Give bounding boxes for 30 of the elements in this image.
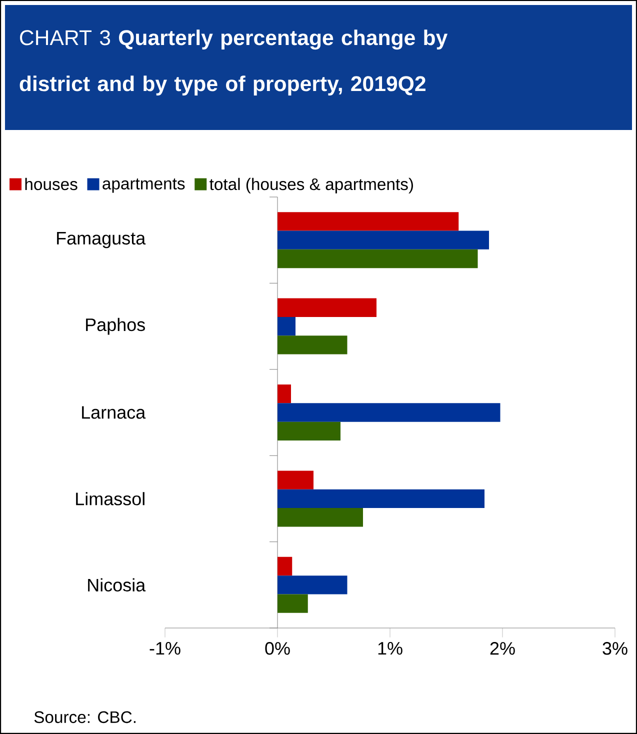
chart-title: CHART 3 Quarterly percentage change by district and by type of property, 2019Q2 xyxy=(20,30,448,96)
y-tick-label: Larnaca xyxy=(82,406,146,419)
bar xyxy=(277,249,478,268)
bar xyxy=(277,403,500,422)
source-note: Source: CBC. xyxy=(34,711,136,724)
y-tick-label: Nicosia xyxy=(88,578,146,592)
x-tick-label: 1% xyxy=(378,642,402,655)
legend-label: total (houses & apartments) xyxy=(210,178,413,194)
legend-label: houses xyxy=(25,178,78,190)
bar xyxy=(277,336,348,354)
x-tick-label: -1% xyxy=(150,642,180,655)
y-tick-label: Paphos xyxy=(86,318,145,335)
legend-label: apartments xyxy=(102,178,185,193)
x-tick-label: 0% xyxy=(265,642,290,655)
bar xyxy=(277,470,314,490)
bar xyxy=(277,422,340,440)
x-tick-label: 3% xyxy=(602,642,628,655)
bar xyxy=(277,594,308,613)
bar xyxy=(277,384,291,404)
x-tick-label: 2% xyxy=(490,642,515,655)
bar xyxy=(277,489,484,508)
bar xyxy=(277,212,459,231)
bar xyxy=(277,298,376,317)
bar xyxy=(277,230,489,250)
bar xyxy=(277,316,296,336)
y-tick-label: Famagusta xyxy=(57,232,146,248)
y-tick-label: Limassol xyxy=(76,492,144,506)
bar xyxy=(277,576,348,594)
bar xyxy=(277,508,363,527)
bar xyxy=(277,556,292,576)
